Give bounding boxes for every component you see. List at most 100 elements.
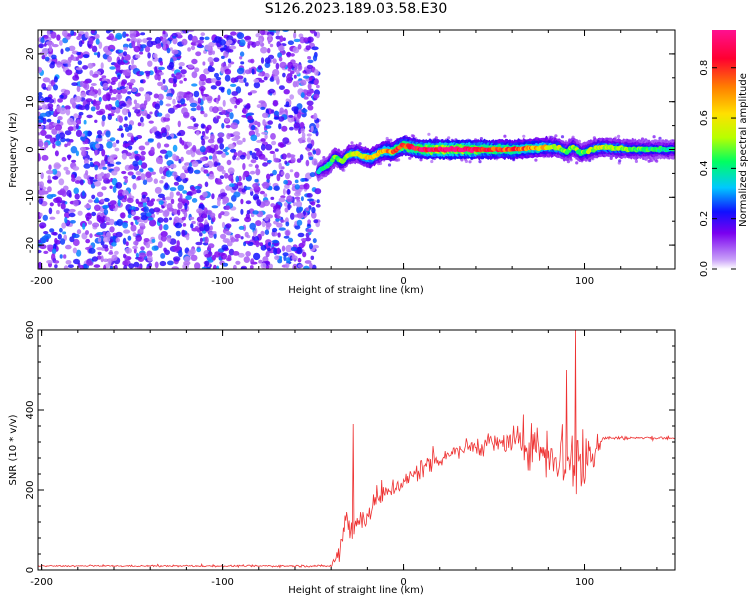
noise-blob: [221, 221, 226, 229]
noise-blob: [243, 241, 247, 247]
noise-blob: [101, 247, 105, 251]
noise-blob: [296, 158, 302, 163]
noise-blob: [278, 123, 282, 130]
noise-blob: [311, 46, 319, 51]
noise-blob: [59, 40, 63, 46]
noise-blob: [226, 257, 232, 262]
noise-blob: [135, 171, 142, 176]
noise-blob: [227, 167, 235, 174]
noise-blob: [144, 93, 150, 98]
snr-axes: -200 -100 0 100 0 200 400 600: [25, 320, 675, 588]
noise-blob: [306, 91, 312, 97]
noise-blob: [206, 266, 211, 269]
noise-blob: [208, 51, 213, 56]
noise-blob: [258, 100, 266, 104]
snr-series-line: [38, 330, 675, 569]
noise-blob: [147, 52, 151, 59]
noise-blob: [169, 47, 173, 51]
noise-blob: [115, 237, 121, 243]
noise-blob: [309, 30, 316, 34]
noise-blob: [292, 46, 300, 54]
noise-blob: [123, 229, 131, 234]
noise-blob: [221, 109, 227, 115]
noise-blob: [213, 57, 220, 62]
noise-blob: [67, 154, 71, 161]
noise-blob: [126, 132, 134, 137]
noise-blob: [135, 155, 140, 162]
noise-blob: [278, 227, 286, 231]
noise-blob: [138, 145, 146, 151]
noise-blob: [312, 238, 317, 244]
noise-blob: [163, 143, 170, 148]
noise-blob: [191, 58, 198, 65]
ridge-halo: [389, 138, 393, 142]
noise-blob: [305, 207, 310, 212]
noise-blob: [40, 129, 47, 136]
noise-blob: [172, 171, 178, 176]
noise-blob: [194, 225, 200, 232]
noise-blob: [287, 61, 293, 69]
noise-blob: [186, 141, 192, 147]
noise-blob: [99, 172, 105, 176]
noise-blob: [118, 115, 124, 123]
noise-blob: [78, 111, 84, 116]
noise-blob: [234, 233, 241, 239]
noise-blob: [72, 233, 80, 239]
noise-blob: [187, 64, 194, 69]
noise-blob: [51, 44, 59, 48]
noise-blob: [277, 247, 281, 255]
noise-blob: [227, 58, 232, 64]
noise-blob: [216, 115, 221, 119]
noise-blob: [185, 234, 190, 241]
noise-blob: [230, 77, 237, 83]
noise-blob: [50, 137, 55, 144]
noise-blob: [166, 47, 171, 54]
noise-blob: [111, 76, 119, 83]
noise-blob: [90, 177, 94, 185]
noise-blob: [140, 215, 148, 221]
x-tick-label: -200: [30, 276, 53, 287]
noise-blob: [64, 143, 68, 148]
noise-blob: [222, 148, 228, 153]
noise-blob: [114, 264, 118, 269]
noise-blob: [149, 168, 154, 173]
noise-blob: [147, 138, 154, 143]
noise-blob: [191, 35, 198, 44]
noise-blob: [187, 125, 195, 130]
x-tick-label: 0: [400, 276, 406, 287]
noise-blob: [234, 104, 238, 109]
noise-blob: [204, 253, 211, 258]
noise-blob: [65, 260, 72, 265]
noise-blob: [72, 247, 78, 254]
noise-blob: [252, 210, 259, 215]
noise-blob: [278, 162, 282, 170]
noise-blob: [55, 133, 61, 141]
noise-blob: [106, 231, 111, 239]
noise-blob: [224, 239, 229, 243]
noise-blob: [265, 144, 273, 151]
noise-blob: [49, 228, 55, 233]
noise-blob: [233, 191, 241, 198]
noise-blob: [75, 129, 83, 137]
ridge-halo: [447, 136, 451, 140]
noise-blob: [238, 187, 243, 192]
noise-blob: [85, 213, 92, 220]
noise-blob: [220, 192, 228, 197]
noise-blob: [290, 246, 298, 252]
noise-blob: [183, 255, 191, 262]
noise-blob: [164, 182, 169, 189]
noise-blob: [38, 119, 44, 123]
noise-blob: [296, 246, 303, 255]
noise-blob: [242, 173, 246, 181]
noise-blob: [89, 161, 94, 167]
noise-blob: [170, 198, 175, 205]
noise-blob: [312, 150, 316, 155]
noise-blob: [153, 93, 159, 99]
noise-blob: [189, 216, 195, 220]
noise-blob: [210, 85, 217, 90]
noise-blob: [125, 247, 132, 254]
noise-blob: [140, 79, 144, 84]
noise-blob: [289, 169, 294, 173]
noise-blob: [292, 62, 299, 68]
noise-blob: [54, 237, 58, 244]
